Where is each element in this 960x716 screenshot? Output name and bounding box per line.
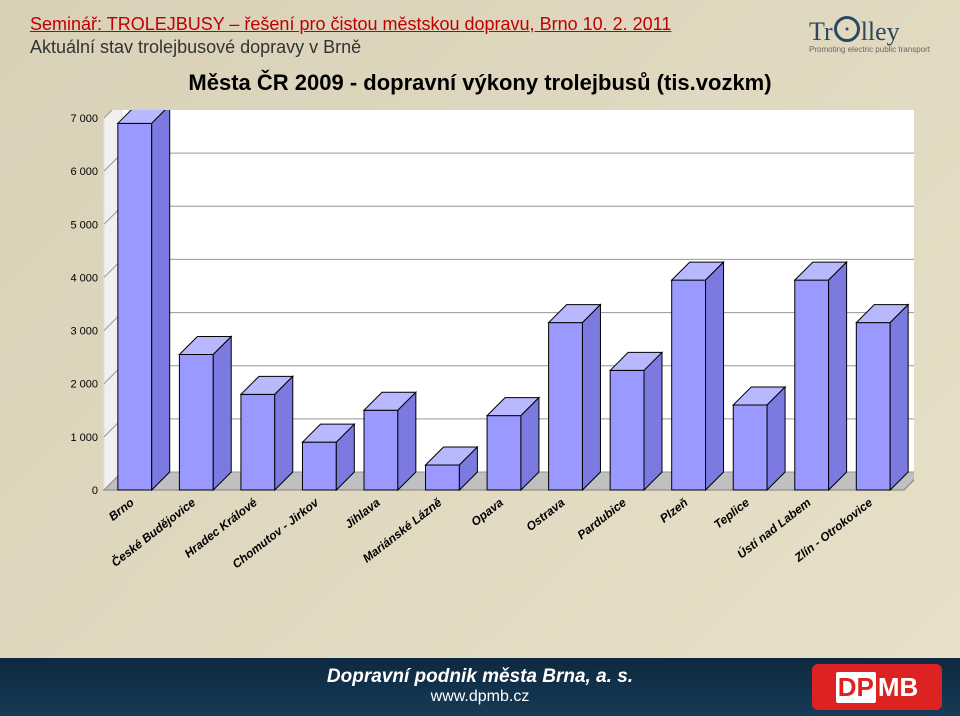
dpmb-logo: DPMB — [812, 664, 942, 710]
svg-text:Pardubice: Pardubice — [575, 495, 630, 542]
svg-text:7 000: 7 000 — [70, 113, 98, 125]
svg-text:1 000: 1 000 — [70, 432, 98, 444]
svg-text:0: 0 — [92, 485, 98, 497]
svg-text:Ostrava: Ostrava — [524, 495, 568, 534]
svg-text:Plzeň: Plzeň — [657, 495, 690, 525]
footer: Dopravní podnik města Brna, a. s. www.dp… — [0, 658, 960, 716]
seminar-title: Seminář: TROLEJBUSY – řešení pro čistou … — [30, 14, 930, 35]
trolley-logo: Trlley Promoting electric public transpo… — [809, 14, 930, 54]
trolley-logo-subtitle: Promoting electric public transport — [809, 45, 930, 54]
svg-text:5 000: 5 000 — [70, 219, 98, 231]
bar-chart-svg: 0 1 000 2 000 3 000 4 000 5 000 6 000 7 000 Brno… — [44, 110, 914, 590]
svg-text:2 000: 2 000 — [70, 379, 98, 391]
bar-chart: 0 1 000 2 000 3 000 4 000 5 000 6 000 7 000 Brno… — [44, 110, 914, 590]
svg-text:6 000: 6 000 — [70, 166, 98, 178]
svg-text:Jihlava: Jihlava — [342, 495, 383, 531]
svg-text:4 000: 4 000 — [70, 272, 98, 284]
header: Seminář: TROLEJBUSY – řešení pro čistou … — [30, 14, 930, 58]
svg-text:Brno: Brno — [106, 495, 137, 523]
svg-text:Opava: Opava — [468, 495, 506, 529]
svg-text:Teplice: Teplice — [711, 495, 752, 531]
page: Seminář: TROLEJBUSY – řešení pro čistou … — [0, 0, 960, 716]
seminar-subtitle: Aktuální stav trolejbusové dopravy v Brn… — [30, 37, 930, 58]
trolley-logo-word: Trlley — [809, 14, 930, 47]
svg-text:3 000: 3 000 — [70, 326, 98, 338]
chart-title: Města ČR 2009 - dopravní výkony trolejbu… — [0, 70, 960, 96]
